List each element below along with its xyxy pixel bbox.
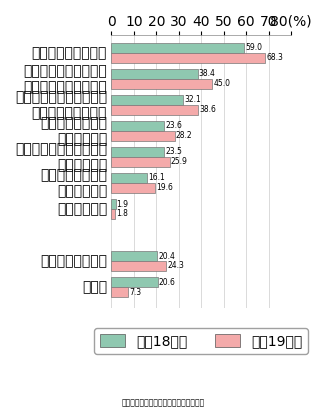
Text: 7.3: 7.3 xyxy=(129,288,141,297)
Bar xyxy=(111,95,183,105)
Text: 20.6: 20.6 xyxy=(159,278,176,287)
Bar xyxy=(111,209,115,219)
Text: 23.5: 23.5 xyxy=(165,147,182,157)
Bar xyxy=(111,277,158,287)
Bar xyxy=(111,147,164,157)
Bar xyxy=(111,121,164,131)
Text: 38.6: 38.6 xyxy=(199,105,216,114)
Bar xyxy=(111,287,128,297)
Text: 38.4: 38.4 xyxy=(199,69,215,78)
Bar xyxy=(111,199,115,209)
Text: 総務省「通信利用動向調査」により作成: 総務省「通信利用動向調査」により作成 xyxy=(122,399,205,408)
Bar xyxy=(111,69,198,79)
Bar xyxy=(111,157,169,167)
Bar xyxy=(111,261,166,271)
Bar xyxy=(111,53,265,63)
Legend: 平成18年末, 平成19年末: 平成18年末, 平成19年末 xyxy=(95,328,308,353)
Bar xyxy=(111,251,157,261)
Text: 1.9: 1.9 xyxy=(117,199,129,208)
Text: 1.8: 1.8 xyxy=(116,209,128,218)
Bar xyxy=(111,105,198,115)
Bar xyxy=(111,183,155,193)
Bar xyxy=(111,131,175,141)
Text: 24.3: 24.3 xyxy=(167,262,184,270)
Text: 20.4: 20.4 xyxy=(158,252,175,260)
Bar xyxy=(111,43,244,53)
Bar xyxy=(111,173,147,183)
Text: 45.0: 45.0 xyxy=(214,79,231,88)
Text: 23.6: 23.6 xyxy=(165,122,182,131)
Text: 19.6: 19.6 xyxy=(157,183,173,192)
Text: 25.9: 25.9 xyxy=(171,157,187,166)
Text: 16.1: 16.1 xyxy=(148,173,165,183)
Text: 68.3: 68.3 xyxy=(266,53,283,62)
Text: 32.1: 32.1 xyxy=(185,96,201,104)
Text: 59.0: 59.0 xyxy=(245,43,262,52)
Text: 28.2: 28.2 xyxy=(176,131,193,140)
Bar xyxy=(111,79,213,89)
